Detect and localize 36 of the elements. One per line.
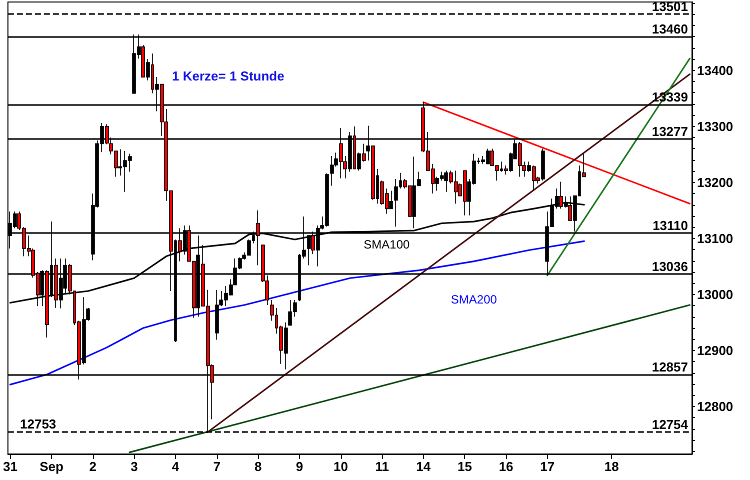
x-tick-label: 18 (604, 459, 619, 474)
x-tick-label: 3 (130, 459, 138, 474)
x-tick-label: 31 (2, 459, 18, 474)
y-tick-label: 13100 (697, 230, 734, 246)
x-tick-label: 7 (213, 459, 220, 474)
annotation: 12753 (20, 416, 56, 432)
y-tick-label: 13200 (697, 174, 734, 190)
series-label: SMA100 (364, 238, 410, 252)
line-series (9, 240, 585, 386)
x-tick-label: 9 (296, 459, 304, 474)
ref-line-label: 13036 (652, 259, 688, 274)
candlestick (215, 289, 219, 340)
x-tick-label: 2 (89, 459, 96, 474)
x-tick-label: 8 (254, 459, 262, 474)
x-tick-label: 17 (540, 459, 555, 474)
x-tick-label: 14 (416, 459, 432, 474)
ref-line-label: 13460 (652, 22, 688, 37)
y-tick-label: 13400 (697, 62, 734, 78)
y-tick-label: 12800 (697, 398, 734, 414)
y-tick-label: 13000 (697, 286, 734, 302)
x-tick-label: 16 (498, 459, 514, 474)
x-tick-label: 15 (458, 459, 472, 474)
x-tick-label: Sep (40, 459, 64, 474)
annotation: 1 Kerze= 1 Stunde (172, 68, 284, 84)
x-tick-label: 10 (334, 459, 348, 474)
ref-line-label: 13110 (652, 218, 688, 233)
text: SMA200 (450, 292, 498, 306)
x-tick-label: 11 (375, 459, 389, 474)
ref-line-label: 12754 (652, 417, 689, 432)
y-tick-label: 12900 (697, 342, 734, 358)
x-tick-label: 4 (172, 459, 180, 474)
ref-line-label: 12857 (652, 359, 688, 374)
candlestick (389, 190, 393, 210)
candlestick (330, 156, 334, 186)
y-tick-label: 13300 (697, 118, 734, 134)
ref-line-label: 13277 (652, 124, 688, 140)
